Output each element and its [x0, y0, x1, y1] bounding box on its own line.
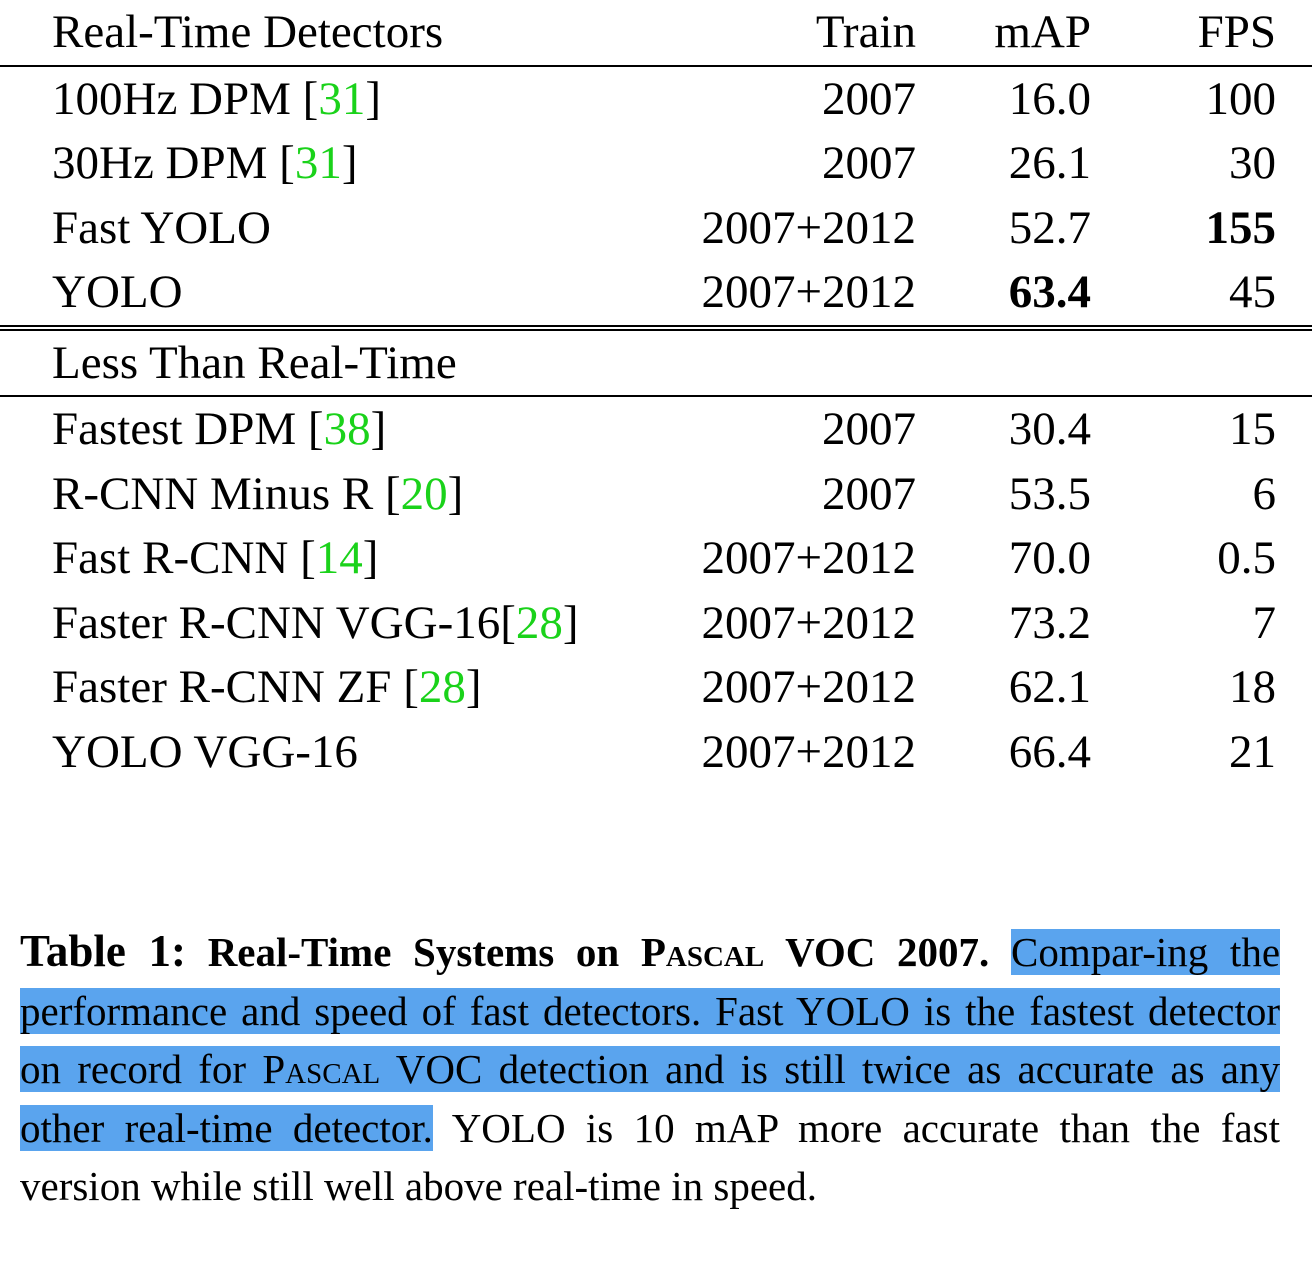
row-fps: 6 — [1252, 467, 1277, 520]
row-fps: 155 — [1205, 201, 1277, 254]
row-train: 2007+2012 — [586, 260, 916, 331]
row-map: 73.2 — [1008, 596, 1091, 649]
row-name: Fast R-CNN [14] — [52, 532, 379, 584]
header-map: mAP — [916, 0, 1091, 67]
row-train: 2007 — [822, 467, 916, 520]
row-fps: 30 — [1229, 137, 1276, 189]
row-name: 30Hz DPM [31] — [52, 137, 358, 189]
row-map: 63.4 — [916, 260, 1091, 331]
row-train: 2007+2012 — [701, 725, 916, 778]
row-train: 2007 — [822, 403, 916, 455]
citation-link[interactable]: 14 — [315, 532, 363, 584]
row-train: 2007 — [822, 72, 916, 125]
row-train: 2007+2012 — [701, 201, 916, 254]
row-name: YOLO VGG-16 — [52, 725, 358, 778]
row-map: 52.7 — [1008, 201, 1091, 254]
row-fps: 18 — [1229, 661, 1276, 713]
citation-link[interactable]: 38 — [323, 403, 371, 455]
table-row: R-CNN Minus R [20] 2007 53.5 6 — [0, 462, 1312, 527]
table-caption: Table 1: Real-Time Systems on Pascal VOC… — [20, 922, 1281, 1216]
results-table: Real-Time Detectors Train mAP FPS 100Hz … — [0, 0, 1312, 785]
row-train: 2007+2012 — [701, 596, 916, 649]
citation-link[interactable]: 28 — [515, 596, 563, 649]
caption-label: Table 1: — [20, 926, 187, 976]
row-fps: 100 — [1205, 72, 1277, 125]
table-row: YOLO 2007+2012 63.4 45 — [0, 260, 1312, 331]
row-name: Faster R-CNN VGG-16[28] — [52, 596, 579, 649]
section-label: Less Than Real-Time — [0, 327, 586, 397]
citation-link[interactable]: 31 — [294, 137, 342, 189]
header-detectors: Real-Time Detectors — [0, 0, 586, 67]
table-row: Fast R-CNN [14] 2007+2012 70.0 0.5 — [0, 526, 1312, 591]
row-fps: 0.5 — [1217, 532, 1276, 584]
table-header-row: Real-Time Detectors Train mAP FPS — [0, 0, 1312, 67]
header-fps: FPS — [1091, 0, 1312, 67]
row-name: 100Hz DPM [31] — [52, 72, 381, 125]
row-fps: 21 — [1229, 725, 1276, 778]
row-name: Faster R-CNN ZF [28] — [52, 661, 482, 713]
citation-link[interactable]: 31 — [318, 72, 366, 125]
table-row: 100Hz DPM [31] 2007 16.0 100 — [0, 66, 1312, 132]
row-train: 2007 — [822, 137, 916, 189]
citation-link[interactable]: 28 — [418, 661, 466, 713]
table-row: Fastest DPM [38] 2007 30.4 15 — [0, 396, 1312, 462]
row-name: Fast YOLO — [52, 201, 271, 254]
table-row: Faster R-CNN ZF [28] 2007+2012 62.1 18 — [0, 655, 1312, 720]
row-map: 62.1 — [1008, 661, 1091, 713]
row-map: 26.1 — [1008, 137, 1091, 189]
row-name: Fastest DPM [38] — [52, 403, 387, 455]
table-row: Faster R-CNN VGG-16[28] 2007+2012 73.2 7 — [0, 591, 1312, 656]
row-map: 53.5 — [1008, 467, 1091, 520]
caption-title: Real-Time Systems on Pascal VOC 2007. — [207, 929, 990, 975]
row-name: YOLO — [0, 260, 586, 331]
table-row: Fast YOLO 2007+2012 52.7 155 — [0, 196, 1312, 261]
header-train: Train — [586, 0, 916, 67]
row-train: 2007+2012 — [701, 532, 916, 584]
table-row: YOLO VGG-16 2007+2012 66.4 21 — [0, 720, 1312, 785]
row-fps: 7 — [1252, 596, 1277, 649]
caption-text: YOLO is 10 mAP more accurate than the fa… — [20, 1104, 1280, 1210]
row-map: 16.0 — [1008, 72, 1091, 125]
row-map: 70.0 — [1008, 532, 1091, 584]
row-map: 66.4 — [1008, 725, 1091, 778]
row-train: 2007+2012 — [701, 661, 916, 713]
table-row: 30Hz DPM [31] 2007 26.1 30 — [0, 131, 1312, 196]
row-map: 30.4 — [1008, 403, 1091, 455]
row-name: R-CNN Minus R [20] — [52, 467, 464, 520]
row-fps: 15 — [1229, 403, 1276, 455]
row-fps: 45 — [1091, 260, 1312, 331]
section-header-row: Less Than Real-Time — [0, 327, 1312, 397]
citation-link[interactable]: 20 — [400, 467, 448, 520]
